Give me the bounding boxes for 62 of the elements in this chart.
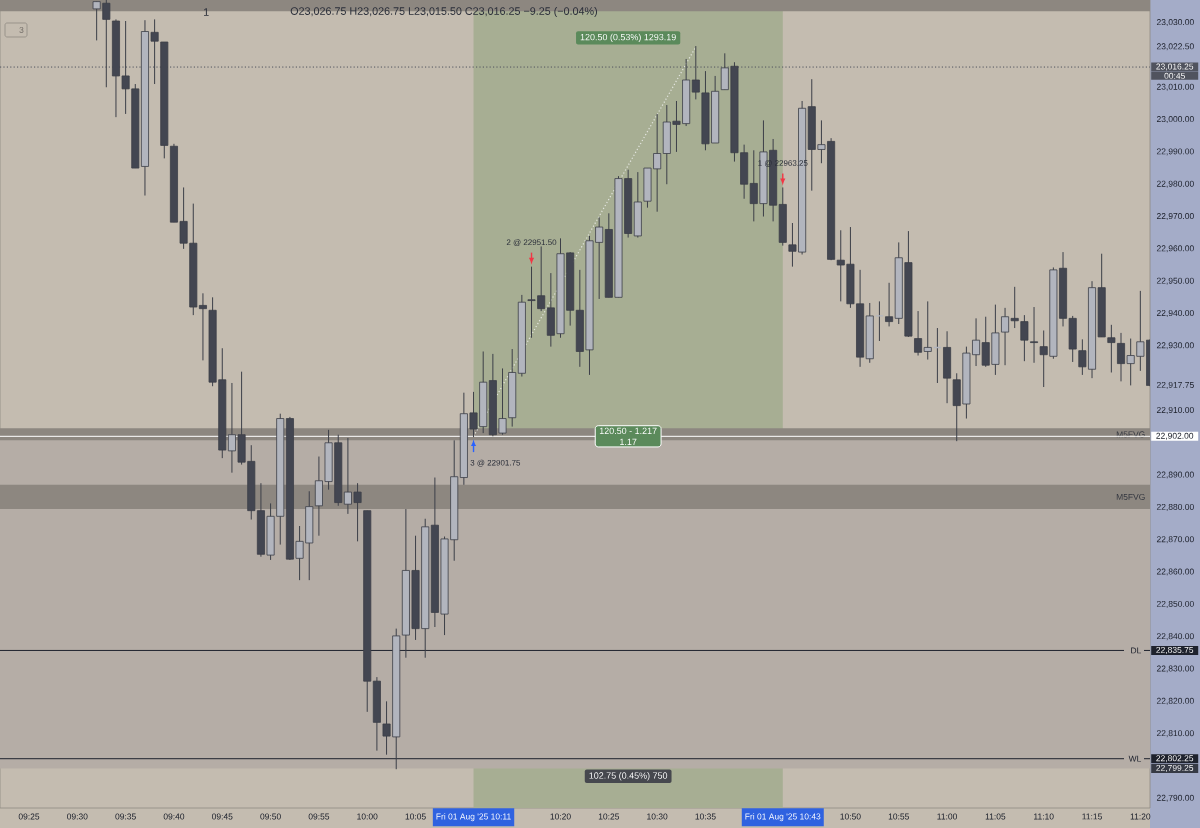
annotation: 1 — [204, 8, 209, 16]
y-tick-label: 22,820.00 — [1156, 697, 1194, 705]
y-tick-label: 22,830.00 — [1156, 665, 1194, 673]
x-tick-label: 11:00 — [937, 813, 958, 820]
x-tick-label: 09:25 — [18, 813, 40, 820]
y-tick-label: 22,890.00 — [1156, 471, 1194, 479]
band-label: M5FVG — [1116, 493, 1145, 500]
x-tick-label: 10:25 — [598, 813, 620, 820]
x-tick-label: 10:50 — [840, 813, 861, 820]
y-tick-label: 22,960.00 — [1156, 245, 1194, 253]
y-tick-label: 23,010.00 — [1156, 83, 1194, 91]
x-tick-label: 10:05 — [405, 813, 426, 820]
band-label: M5FVG — [1116, 431, 1145, 438]
y-tick-label: 22,870.00 — [1156, 536, 1194, 544]
band-label: 120.50 (0.53%) 1293.19 — [580, 33, 676, 43]
x-tick-label: 09:30 — [67, 813, 88, 820]
y-tick-label: 23,016.25 — [1156, 63, 1194, 71]
y-tick-label: 23,022.50 — [1156, 43, 1194, 51]
annotation: 3 — [19, 27, 24, 33]
x-tick-label: 11:10 — [1034, 813, 1054, 820]
y-tick-label: 22,902.00 — [1156, 432, 1194, 440]
x-tick-label: 10:00 — [357, 813, 378, 820]
x-tick-label: 09:55 — [308, 813, 330, 820]
text: 00:45 — [1164, 72, 1185, 79]
y-tick-label: 22,799.25 — [1156, 764, 1194, 772]
y-tick-label: 22,990.00 — [1156, 148, 1194, 156]
annotation: O23,026.75 H23,026.75 L23,015.50 C23,016.25 −9.25 (−0.04%) — [290, 6, 597, 18]
y-tick-label: 22,790.00 — [1156, 794, 1194, 802]
y-tick-label: 22,840.00 — [1156, 633, 1194, 641]
y-tick-label: 22,917.75 — [1156, 381, 1194, 389]
y-tick-label: 22,910.00 — [1156, 406, 1194, 414]
x-tick-label: 09:40 — [163, 813, 185, 820]
x-tick-label: 11:05 — [985, 813, 1006, 820]
annotation: 102.75 (0.45%) 750 — [589, 772, 668, 781]
ref-line-label: WL — [1128, 755, 1142, 762]
x-tick-label: 11:20 — [1130, 813, 1151, 820]
ref-line-label: DL — [1131, 647, 1142, 654]
y-tick-label: 22,850.00 — [1156, 600, 1194, 608]
y-tick-label: 22,860.00 — [1156, 568, 1194, 576]
x-tick-label: Fri 01 Aug '25 10:11 — [436, 813, 511, 822]
x-tick-label: 10:55 — [888, 813, 909, 820]
x-tick-label: 10:35 — [695, 813, 716, 820]
y-tick-label: 22,802.25 — [1156, 755, 1194, 763]
y-tick-label: 22,980.00 — [1156, 180, 1194, 188]
annotation: 120.50 - 1.217 — [599, 427, 657, 435]
x-tick-label: 09:35 — [115, 813, 136, 820]
x-tick-label: 11:15 — [1082, 813, 1102, 820]
y-tick-label: 22,810.00 — [1156, 730, 1194, 738]
y-tick-label: 22,940.00 — [1156, 310, 1194, 317]
x-tick-label: 09:50 — [260, 813, 281, 820]
y-tick-label: 22,835.75 — [1156, 646, 1194, 654]
x-tick-label: 10:30 — [647, 813, 668, 820]
annotation: 1.17 — [620, 438, 637, 445]
y-tick-label: 23,030.00 — [1156, 19, 1194, 27]
y-tick-label: 22,950.00 — [1156, 277, 1194, 285]
x-tick-label: Fri 01 Aug '25 10:43 — [745, 813, 821, 822]
y-tick-label: 22,880.00 — [1156, 503, 1194, 511]
y-tick-label: 23,000.00 — [1156, 116, 1194, 124]
y-tick-label: 22,970.00 — [1156, 213, 1194, 221]
x-tick-label: 10:20 — [550, 813, 571, 820]
x-tick-label: 09:45 — [212, 813, 233, 820]
y-tick-label: 22,930.00 — [1156, 342, 1194, 350]
